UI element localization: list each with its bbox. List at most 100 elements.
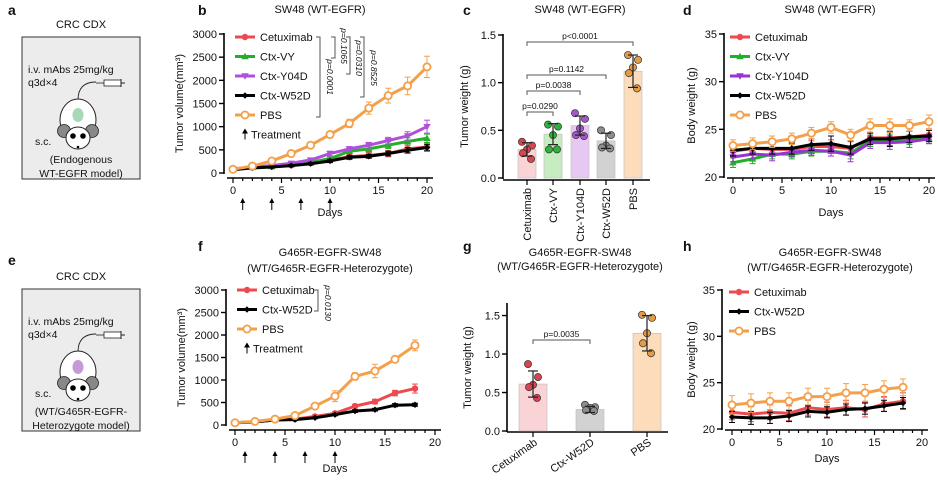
legend-treatment: Treatment [242,128,301,142]
mouse-icon [57,333,99,402]
line-chart-d: SW48 (WT-EGFR) d Body weight (g) 20 25 30 35 0 5… [683,2,935,219]
marker-triangle-up [241,52,249,60]
mouse-eye [70,385,76,391]
arrow-head [242,128,248,134]
marker-open-circle [306,140,316,150]
bar-chart-c: SW48 (WT-EGFR) c Tumor weight (g) 0.0 0.5 1.0… [459,2,650,242]
x-tick-label: 5 [282,437,288,449]
y-tick-label: 0.0 [485,426,500,438]
p-value-label: p=0.1065 [339,27,349,64]
x-tick-label: 10 [825,185,837,197]
legend-label: Ctx-W52D [755,91,806,103]
model-text: Heterozygote model) [32,420,129,432]
legend-item: Cetuximab [730,32,808,44]
data-point [554,122,562,131]
y-tick-label: 2500 [195,308,219,320]
marker-open-circle [734,326,744,336]
data-point [518,137,526,146]
chart-title: SW48 (WT-EGFR) [534,4,625,16]
marker-triangle-down [827,148,835,155]
marker-open-circle [370,366,380,376]
y-tick-label: 0.5 [485,388,500,400]
treatment-arrow-head [269,198,275,203]
legend-item: Cetuximab [237,285,315,297]
series-pbs [230,339,420,428]
treatment-arrow-head [298,198,304,203]
x-tick-label: 0 [729,437,735,449]
y-tick-label: 30 [705,77,717,89]
marker-open-circle [841,388,851,398]
data-point [524,360,532,368]
marker-diamond [365,153,372,160]
x-tick-label: Ctx-VY [548,187,560,223]
y-tick-label: 3000 [195,285,219,297]
mouse-tail [77,81,97,101]
dose-text: i.v. mAbs 25mg/kg [28,64,114,76]
marker-open-circle [242,324,252,334]
marker-diamond [861,405,869,412]
y-tick-label: 35 [705,29,717,41]
model-text: (Endogenous [50,154,112,166]
y-axis-label: Tumor weight (g) [462,326,474,409]
marker-open-circle [885,121,895,131]
marker-open-circle [350,371,360,381]
marker-open-circle [904,121,914,131]
y-tick-label: 1000 [195,375,219,387]
marker-open-circle [822,392,832,402]
panel-letter: h [683,238,692,254]
schedule-text: q3d×4 [28,329,58,341]
treatment-arrow-head [240,198,246,203]
marker-open-circle [748,139,758,149]
mouse-nose [76,397,80,401]
marker-open-circle [390,354,400,364]
marker-open-circle [727,400,737,410]
marker-diamond [385,150,392,157]
x-tick-label: 10 [324,185,336,197]
legend-item: Ctx-VY [235,52,296,64]
y-axis-label: Tumor weight (g) [459,65,471,148]
treatment-arrow-head [327,198,333,203]
marker-diamond [804,408,812,415]
mouse-eye [70,133,76,139]
legend-label: PBS [754,326,776,338]
marker-triangle-up [736,52,744,60]
marker-open-circle [803,392,813,402]
panel-letter: a [8,2,16,18]
marker-open-circle [270,414,280,424]
y-tick-label: 1.0 [485,349,500,361]
marker-diamond [823,409,831,416]
legend-item: Ctx-W52D [237,305,313,317]
data-point [545,145,553,154]
marker-diamond [735,308,743,315]
series-pbs [728,114,934,152]
schematic-title: CRC CDX [56,271,107,283]
significance-bracket [360,36,365,98]
marker-diamond [847,144,854,151]
p-value-label: p=0.0001 [325,58,335,95]
marker-diamond [326,157,334,165]
data-point [533,393,541,402]
marker-diamond [288,162,295,169]
legend-label: Ctx-VY [755,52,791,64]
x-axis-label: Days [814,453,840,465]
y-tick-label: 1.5 [481,30,496,42]
series-pbs [228,55,432,174]
y-tick-label: 500 [199,145,217,157]
marker-triangle-down [306,157,315,164]
data-point [639,339,647,348]
marker-triangle-up [423,134,431,141]
marker-triangle-down [241,73,249,80]
legend-label: Ctx-W52D [754,307,805,319]
legend-item: Ctx-W52D [235,91,311,103]
y-tick-label: 0.0 [481,173,496,185]
marker-diamond [404,147,411,154]
legend-label: PBS [262,324,284,336]
marker-open-circle [240,110,250,120]
chart-title: SW48 (WT-EGFR) [274,4,365,16]
x-axis-label: Days [322,463,348,475]
marker-triangle-down [403,133,412,140]
marker-open-circle [765,396,775,406]
series-ctx-w52d [229,143,431,173]
legend-item: PBS [730,110,777,122]
marker-circle [351,402,359,410]
